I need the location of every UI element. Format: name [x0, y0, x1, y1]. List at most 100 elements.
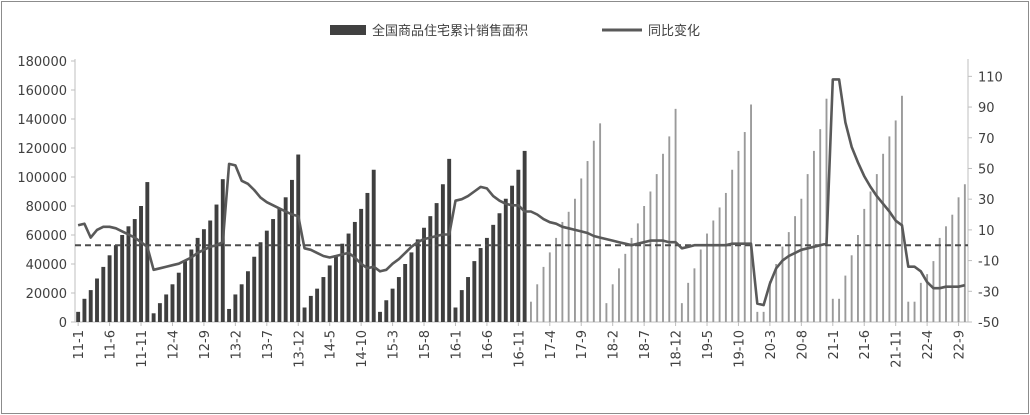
bar	[649, 191, 652, 322]
bar	[636, 223, 639, 322]
bar	[484, 237, 489, 322]
bar	[403, 264, 408, 322]
bar	[743, 132, 746, 322]
bar	[787, 232, 790, 322]
bar	[812, 150, 815, 322]
x-tick-label: 22-4	[921, 330, 936, 360]
bar	[76, 311, 81, 322]
bar	[113, 245, 118, 322]
bar	[643, 206, 646, 322]
bar	[762, 311, 765, 322]
right-tick-label: -30	[978, 285, 999, 300]
x-tick-label: 11-6	[104, 330, 119, 360]
bar	[680, 303, 683, 322]
bar	[183, 261, 188, 322]
x-tick-label: 11-11	[135, 330, 150, 368]
right-tick-label: 90	[978, 101, 995, 116]
bar	[82, 298, 87, 322]
right-tick-label: -10	[978, 255, 999, 270]
bar	[932, 261, 935, 322]
x-tick-label: 20-3	[764, 330, 779, 360]
bar	[214, 204, 219, 322]
bar	[561, 221, 564, 322]
bar	[459, 290, 464, 322]
bar	[850, 255, 853, 322]
bar	[258, 242, 263, 322]
bar	[415, 239, 420, 322]
left-tick-label: 40000	[26, 258, 67, 273]
bar	[775, 264, 778, 322]
bar	[888, 136, 891, 322]
bar	[157, 303, 162, 322]
bar	[409, 252, 414, 322]
bar	[195, 237, 200, 322]
left-tick-label: 140000	[17, 113, 67, 128]
right-tick-label: 70	[978, 132, 995, 147]
bar	[605, 303, 608, 322]
yoy-line-series	[77, 78, 966, 307]
bar	[290, 179, 294, 322]
right-tick-label: 110	[978, 70, 1003, 85]
x-tick-label: 12-4	[166, 330, 181, 360]
right-tick-label: 30	[978, 193, 995, 208]
bar	[340, 243, 345, 322]
bar	[718, 207, 721, 322]
bar	[164, 294, 169, 322]
bar	[913, 301, 916, 322]
bar	[655, 174, 658, 322]
bar	[170, 284, 175, 322]
bar	[422, 227, 426, 322]
bar	[555, 237, 558, 322]
bar	[271, 219, 276, 322]
x-tick-label: 13-2	[229, 330, 244, 360]
bar	[724, 192, 727, 322]
bar	[321, 277, 326, 322]
bar	[831, 298, 834, 322]
bar	[963, 184, 966, 322]
bar	[574, 198, 576, 322]
left-tick-label: 80000	[26, 200, 67, 215]
bar	[359, 208, 364, 322]
left-tick-label: 160000	[17, 84, 67, 99]
bar	[882, 153, 885, 322]
bar	[907, 301, 910, 322]
bar	[208, 220, 213, 322]
bar	[491, 224, 496, 322]
bar	[510, 185, 515, 322]
x-tick-label: 21-6	[858, 330, 873, 360]
right-tick-label: 10	[978, 224, 995, 239]
bar	[731, 169, 734, 322]
x-tick-label: 11-1	[72, 330, 87, 360]
bar	[371, 169, 376, 322]
bar	[706, 233, 708, 322]
bar	[327, 265, 332, 322]
bar	[227, 308, 232, 322]
bar	[334, 255, 338, 322]
bar	[536, 284, 539, 322]
bar	[497, 213, 502, 322]
legend: 全国商品住宅累计销售面积 同比变化	[330, 23, 700, 39]
x-tick-label: 18-7	[638, 330, 653, 360]
bar	[107, 255, 112, 322]
bar	[478, 248, 483, 322]
bar	[308, 295, 313, 322]
bar	[264, 230, 269, 322]
bar	[687, 282, 690, 322]
x-tick-label: 17-9	[575, 330, 590, 360]
bar	[699, 249, 702, 322]
bar	[750, 104, 752, 322]
bar	[390, 288, 395, 322]
left-tick-label: 60000	[26, 229, 67, 244]
x-tick-label: 13-7	[261, 330, 276, 360]
bar	[466, 277, 470, 322]
x-tick-label: 14-10	[355, 330, 370, 368]
bar	[838, 298, 841, 322]
bar	[296, 154, 301, 322]
bar	[674, 108, 677, 322]
right-tick-label: 50	[978, 162, 995, 177]
bar	[365, 192, 370, 322]
bar	[926, 274, 929, 322]
bar	[586, 161, 589, 322]
bar-series	[76, 95, 966, 322]
